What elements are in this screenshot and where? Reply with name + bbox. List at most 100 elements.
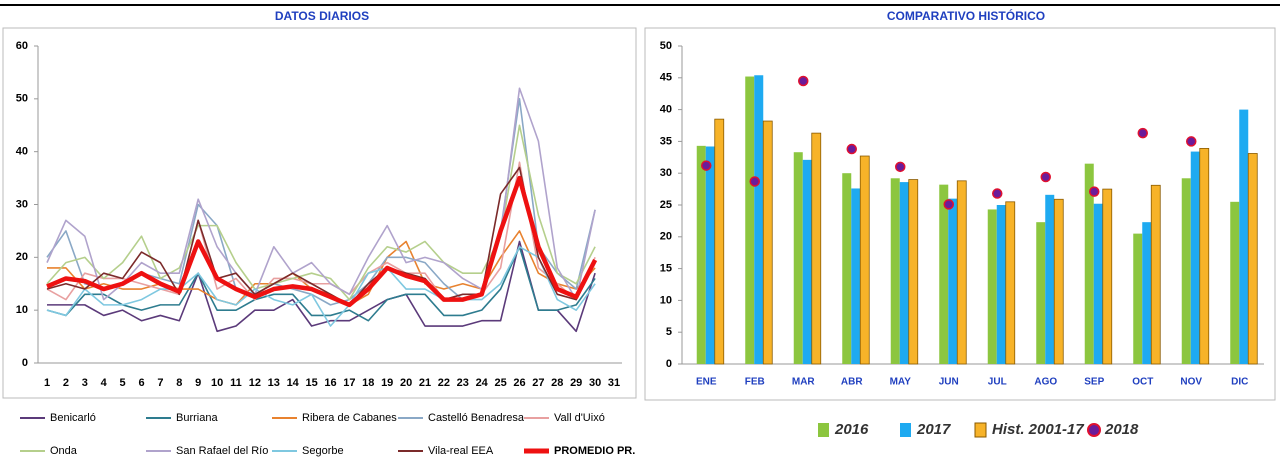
bar (714, 118, 725, 365)
legend-label: San Rafael del Río (176, 445, 268, 457)
bar (705, 146, 715, 364)
x-tick-label: 2 (63, 377, 69, 389)
x-tick-label: 18 (362, 377, 374, 389)
series-line (46, 161, 596, 301)
bar (842, 173, 852, 364)
y-tick-label: 20 (16, 251, 28, 263)
x-tick-label: 1 (44, 377, 50, 389)
legend-label: Benicarló (50, 412, 96, 424)
x-tick-label: ABR (841, 377, 863, 388)
y-tick-label: 0 (22, 357, 28, 369)
legend-label: 2018 (1104, 421, 1139, 438)
legend-label: Castelló Benadresa (428, 412, 525, 424)
series-line (47, 240, 596, 333)
bar (1005, 201, 1016, 365)
bar (890, 178, 900, 364)
legend-swatch (900, 423, 911, 437)
x-tick-label: JUN (939, 377, 959, 388)
bar (696, 145, 706, 364)
x-tick-label: 14 (287, 377, 300, 389)
bar (1247, 153, 1258, 365)
bar (1045, 194, 1055, 364)
dot (846, 143, 857, 155)
x-tick-label: 31 (608, 377, 620, 389)
bar (745, 76, 755, 364)
legend-label: Vall d'Uixó (554, 412, 605, 424)
dot (1186, 136, 1197, 147)
x-tick-label: DIC (1231, 377, 1248, 388)
bar (859, 155, 870, 365)
bar (1133, 233, 1143, 364)
x-tick-label: 24 (476, 377, 489, 389)
bar (1239, 109, 1249, 364)
x-tick-label: JUL (988, 377, 1007, 388)
chart-title: DATOS DIARIOS (275, 9, 369, 23)
x-tick-label: 17 (343, 377, 355, 389)
x-tick-label: 12 (249, 377, 261, 389)
bar (851, 188, 861, 364)
dot (992, 188, 1003, 199)
legend-label: Ribera de Cabanes (302, 412, 397, 424)
x-tick-label: FEB (745, 377, 765, 388)
x-tick-label: AGO (1034, 377, 1057, 388)
bar (939, 184, 949, 364)
y-tick-label: 0 (666, 358, 672, 370)
legend-label: Burriana (176, 412, 218, 424)
x-tick-label: 15 (305, 377, 317, 389)
x-tick-label: SEP (1084, 377, 1104, 388)
x-tick-label: 30 (589, 377, 601, 389)
bar (793, 152, 803, 364)
x-tick-label: 25 (494, 377, 506, 389)
legend-swatch (818, 423, 829, 437)
legend-label: PROMEDIO PR. (554, 445, 635, 457)
y-tick-label: 10 (16, 304, 28, 316)
bar (762, 120, 773, 365)
y-tick-label: 45 (660, 72, 672, 84)
x-tick-label: 23 (457, 377, 469, 389)
x-tick-label: 9 (195, 377, 201, 389)
x-tick-label: 29 (570, 377, 582, 389)
bar (802, 159, 812, 364)
legend-swatch (974, 422, 987, 438)
x-tick-label: 4 (101, 377, 108, 389)
y-tick-label: 10 (660, 294, 672, 306)
bar (908, 179, 919, 365)
x-tick-label: 5 (120, 377, 126, 389)
y-tick-label: 60 (16, 40, 28, 52)
series-line (46, 245, 596, 322)
y-tick-label: 35 (660, 135, 672, 147)
x-tick-label: 10 (211, 377, 223, 389)
bar (1102, 188, 1113, 365)
dot (701, 160, 712, 171)
bar (1142, 222, 1152, 364)
right-panel (644, 27, 1276, 401)
bar (987, 209, 997, 364)
bar (1036, 222, 1046, 364)
series-line (46, 245, 596, 327)
x-tick-label: 19 (381, 377, 393, 389)
chart-title: COMPARATIVO HISTÓRICO (887, 8, 1045, 23)
y-tick-label: 30 (660, 167, 672, 179)
y-tick-label: 25 (660, 199, 672, 211)
x-tick-label: 27 (532, 377, 544, 389)
y-tick-label: 20 (660, 231, 672, 243)
series-line (46, 175, 598, 308)
x-tick-label: 8 (176, 377, 182, 389)
x-tick-label: NOV (1180, 377, 1202, 388)
dot (1040, 171, 1051, 183)
bar (1093, 203, 1103, 364)
bar (1053, 198, 1064, 365)
x-tick-label: 22 (438, 377, 450, 389)
x-tick-label: MAR (792, 377, 816, 388)
bar (996, 205, 1006, 364)
x-tick-label: MAY (890, 377, 912, 388)
dot (749, 176, 760, 187)
y-tick-label: 30 (16, 198, 28, 210)
y-tick-label: 50 (16, 93, 28, 105)
series-line (46, 166, 596, 306)
bar (948, 198, 958, 364)
y-tick-label: 40 (16, 146, 28, 158)
bar (1190, 151, 1200, 364)
legend-label: Hist. 2001-17 (992, 421, 1084, 438)
